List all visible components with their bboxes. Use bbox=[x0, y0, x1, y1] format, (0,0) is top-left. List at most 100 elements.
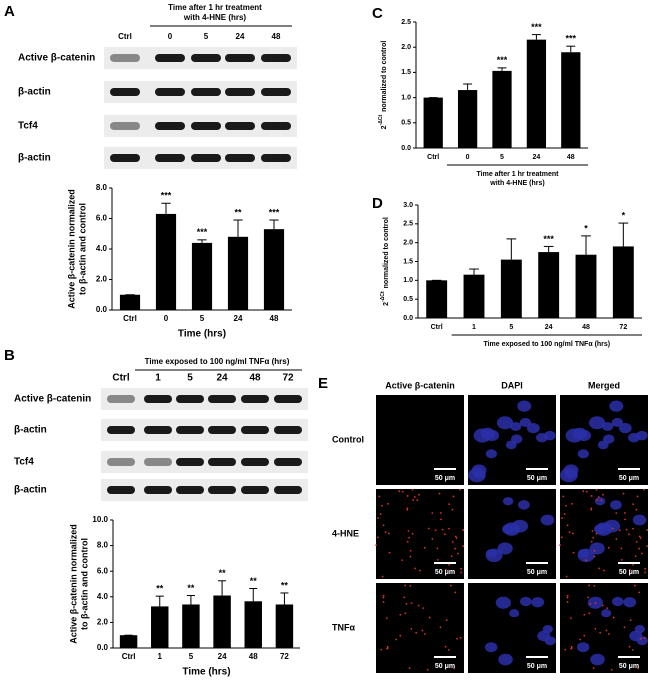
significance-label: ** bbox=[219, 568, 227, 578]
blot-band bbox=[241, 458, 269, 466]
stain-dot bbox=[452, 495, 455, 498]
x-tick-label: 72 bbox=[619, 324, 627, 331]
x-axis-label: Time (hrs) bbox=[182, 667, 230, 678]
bar bbox=[191, 242, 213, 310]
nucleus bbox=[572, 427, 587, 440]
stain-dot bbox=[639, 537, 642, 539]
significance-label: ** bbox=[234, 207, 242, 217]
stain-dot bbox=[564, 648, 567, 651]
stain-dot bbox=[571, 502, 573, 505]
blot-row-label: β-actin bbox=[18, 87, 51, 98]
stain-dot bbox=[431, 538, 434, 540]
nucleus bbox=[519, 596, 532, 607]
nucleus bbox=[577, 449, 589, 459]
stain-dot bbox=[644, 571, 647, 574]
x-tick-label: 5 bbox=[509, 324, 513, 331]
stain-dot bbox=[454, 547, 457, 550]
bar bbox=[561, 52, 581, 148]
stain-dot bbox=[404, 612, 407, 615]
blot-band bbox=[274, 486, 302, 494]
lane-label: 5 bbox=[204, 32, 209, 41]
nucleus bbox=[495, 596, 511, 609]
scale-bar-label: 50 μm bbox=[527, 569, 547, 576]
lane-label: 1 bbox=[155, 373, 161, 384]
stain-dot bbox=[414, 567, 416, 570]
stain-dot bbox=[623, 512, 626, 514]
stain-dot bbox=[602, 569, 605, 572]
bar bbox=[492, 70, 512, 148]
stain-dot bbox=[606, 607, 609, 610]
significance-label: * bbox=[584, 223, 588, 233]
column-header: DAPI bbox=[501, 380, 523, 390]
x-tick-label: 0 bbox=[466, 154, 470, 161]
y-tick-label: 0.0 bbox=[401, 145, 411, 152]
nucleus bbox=[498, 653, 513, 666]
stain-dot bbox=[381, 504, 383, 507]
stain-dot bbox=[448, 563, 451, 566]
stain-dot bbox=[408, 667, 411, 670]
nucleus bbox=[628, 432, 640, 443]
panel-label: D bbox=[372, 195, 383, 212]
bar bbox=[182, 604, 200, 648]
y-label-sup: -ΔCt bbox=[380, 291, 386, 302]
y-axis-label: 2-ΔCt normalized to control bbox=[378, 41, 388, 130]
nucleus bbox=[618, 423, 632, 434]
stain-dot bbox=[592, 536, 595, 539]
stain-dot bbox=[620, 547, 623, 550]
blot-band bbox=[144, 486, 172, 494]
stain-dot bbox=[438, 492, 441, 495]
stain-dot bbox=[378, 495, 381, 498]
stain-dot bbox=[382, 594, 385, 597]
scale-bar-label: 50 μm bbox=[527, 475, 547, 482]
significance-label: ** bbox=[156, 584, 164, 594]
x-tick-label: 48 bbox=[567, 154, 575, 161]
bar bbox=[500, 259, 522, 318]
lane-label: 24 bbox=[236, 32, 245, 41]
bar bbox=[426, 280, 448, 318]
stain-dot bbox=[643, 636, 646, 639]
nucleus bbox=[594, 524, 607, 534]
micrograph bbox=[376, 395, 464, 485]
blot-band bbox=[274, 458, 302, 466]
x-tick-label: 24 bbox=[218, 652, 227, 661]
stain-dot bbox=[638, 591, 641, 594]
x-axis-label: with 4-HNE (hrs) bbox=[489, 180, 544, 187]
nucleus bbox=[510, 421, 522, 431]
stain-dot bbox=[631, 648, 634, 651]
stain-dot bbox=[635, 508, 638, 511]
stain-dot bbox=[382, 524, 385, 527]
stain-dot bbox=[598, 567, 600, 570]
bar bbox=[263, 229, 285, 310]
stain-dot bbox=[387, 502, 389, 505]
stain-dot bbox=[422, 607, 425, 610]
stain-dot bbox=[454, 535, 457, 538]
stain-dot bbox=[570, 645, 573, 648]
stain-dot bbox=[594, 627, 597, 630]
y-tick-label: 2.0 bbox=[97, 618, 109, 627]
stain-dot bbox=[570, 647, 573, 650]
stain-dot bbox=[408, 536, 411, 539]
y-tick-label: 6.0 bbox=[96, 214, 108, 223]
lane-label: 48 bbox=[249, 373, 261, 384]
bar bbox=[227, 236, 249, 310]
bar bbox=[575, 254, 597, 318]
blot-band bbox=[208, 395, 236, 403]
bar bbox=[119, 294, 141, 310]
nucleus bbox=[519, 417, 532, 428]
nucleus bbox=[590, 653, 605, 666]
stain-dot bbox=[593, 584, 596, 587]
stain-dot bbox=[610, 668, 613, 671]
blot-row-label: β-actin bbox=[14, 425, 47, 436]
x-tick-label: 1 bbox=[472, 324, 476, 331]
stain-dot bbox=[591, 530, 594, 532]
stain-dot bbox=[635, 540, 638, 543]
stain-dot bbox=[380, 648, 383, 651]
stain-dot bbox=[590, 495, 593, 497]
bar bbox=[526, 39, 547, 148]
stain-dot bbox=[632, 527, 634, 530]
stain-dot bbox=[566, 596, 569, 599]
nucleus bbox=[602, 421, 614, 431]
blot-band bbox=[110, 154, 140, 162]
stain-dot bbox=[583, 613, 586, 616]
stain-dot bbox=[445, 619, 448, 621]
